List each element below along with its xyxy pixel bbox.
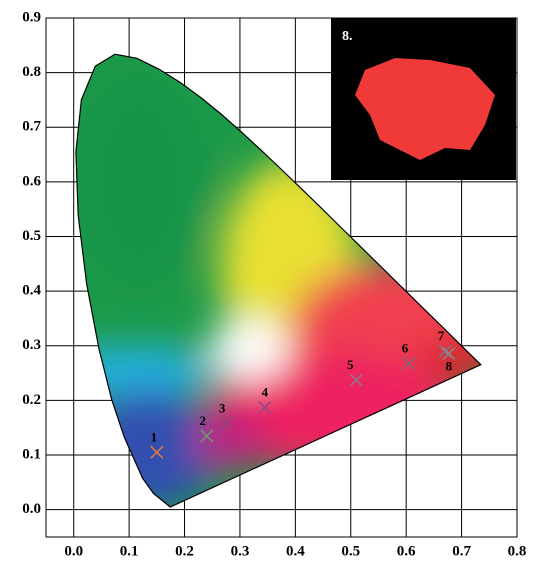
point-label: 4 bbox=[262, 385, 269, 400]
x-tick-label: 0.7 bbox=[452, 543, 471, 559]
page: {"chart_data": {"type": "scatter", "x": … bbox=[0, 0, 534, 563]
point-label: 6 bbox=[402, 340, 409, 355]
y-tick-label: 0.5 bbox=[22, 228, 41, 244]
inset-label: 8. bbox=[342, 29, 353, 44]
point-label: 3 bbox=[219, 400, 226, 415]
y-tick-label: 0.9 bbox=[22, 9, 41, 25]
y-tick-label: 0.8 bbox=[22, 64, 41, 80]
x-tick-label: 0.4 bbox=[286, 543, 305, 559]
y-tick-label: 0.2 bbox=[22, 392, 41, 408]
x-tick-label: 0.3 bbox=[231, 543, 250, 559]
y-tick-label: 0.1 bbox=[22, 446, 41, 462]
point-label: 8 bbox=[446, 358, 453, 373]
point-label: 7 bbox=[438, 328, 445, 343]
x-tick-label: 0.0 bbox=[64, 543, 83, 559]
y-tick-label: 0.7 bbox=[22, 119, 41, 135]
chart: 12345678 8. 0.00.10.20.30.40.50.60.70.80… bbox=[0, 0, 534, 563]
y-tick-label: 0.4 bbox=[22, 283, 41, 299]
x-tick-label: 0.1 bbox=[120, 543, 139, 559]
y-tick-label: 0.0 bbox=[22, 501, 41, 517]
point-label: 2 bbox=[199, 413, 206, 428]
point-label: 5 bbox=[347, 357, 354, 372]
y-tick-label: 0.3 bbox=[22, 337, 41, 353]
x-tick-label: 0.8 bbox=[508, 543, 527, 559]
x-tick-label: 0.6 bbox=[397, 543, 416, 559]
x-tick-label: 0.2 bbox=[175, 543, 194, 559]
point-label: 1 bbox=[151, 429, 158, 444]
x-tick-label: 0.5 bbox=[341, 543, 360, 559]
y-tick-label: 0.6 bbox=[22, 173, 41, 189]
